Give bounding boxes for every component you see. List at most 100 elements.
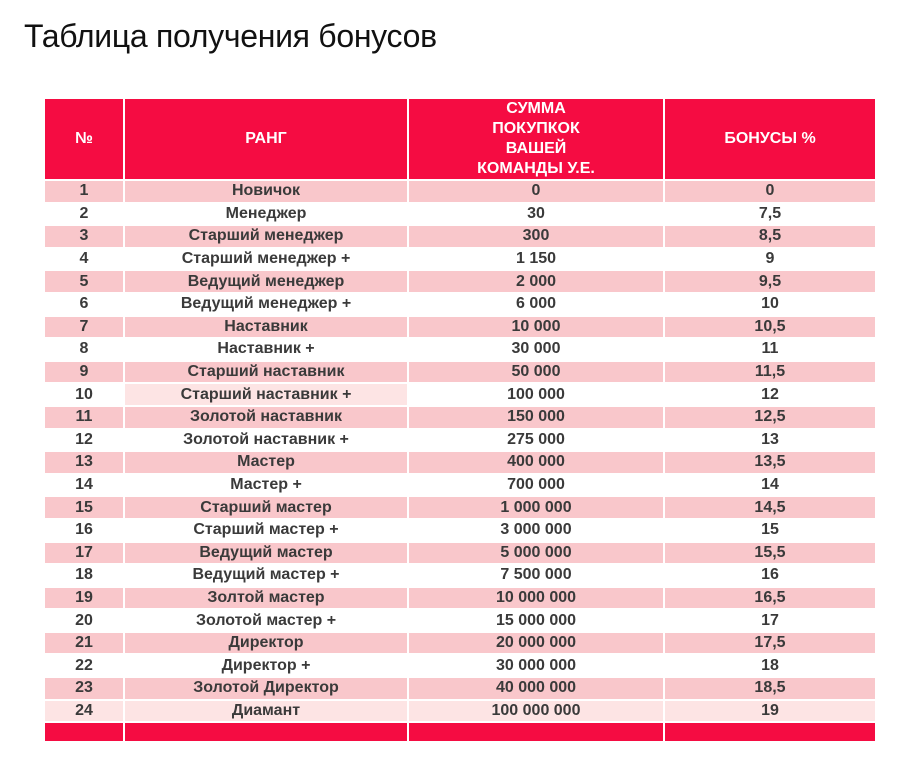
row-bonus-percent: 19 <box>663 698 877 724</box>
row-rank: Золотой наставник + <box>123 427 409 453</box>
row-bonus-percent: 9 <box>663 246 877 272</box>
header-bonus-percent: БОНУСЫ % <box>663 97 877 181</box>
row-bonus-percent: 12,5 <box>663 404 877 430</box>
footer-cell <box>43 721 125 744</box>
row-rank: Золотой мастер + <box>123 608 409 633</box>
row-bonus-percent: 10,5 <box>663 314 877 340</box>
table-header-row: № РАНГ СУММА ПОКУПКОК ВАШЕЙ КОМАНДЫ У.Е.… <box>43 97 877 181</box>
row-team-purchases: 30 000 <box>407 337 665 362</box>
row-rank: Старший менеджер + <box>123 246 409 272</box>
table-row: 18 Ведущий мастер +7 500 000 16 <box>43 563 877 588</box>
row-bonus-percent: 7,5 <box>663 201 877 227</box>
row-number: 18 <box>43 563 125 588</box>
table-row: 19 Золтой мастер 10 000 000 16,5 <box>43 585 877 611</box>
table-row: 10 Старший наставник +100 000 12 <box>43 382 877 407</box>
row-bonus-percent: 11 <box>663 337 877 362</box>
row-bonus-percent: 18 <box>663 653 877 679</box>
row-rank: Директор <box>123 630 409 656</box>
row-rank: Менеджер <box>123 201 409 227</box>
row-rank: Золотой наставник <box>123 404 409 430</box>
row-team-purchases: 30 000 000 <box>407 653 665 679</box>
row-bonus-percent: 15 <box>663 517 877 543</box>
row-number: 22 <box>43 653 125 679</box>
row-number: 2 <box>43 201 125 227</box>
row-number: 13 <box>43 450 125 475</box>
row-team-purchases: 1 000 000 <box>407 495 665 520</box>
row-team-purchases: 1 150 <box>407 246 665 272</box>
row-bonus-percent: 17 <box>663 608 877 633</box>
row-rank: Наставник <box>123 314 409 340</box>
row-rank: Старший менеджер <box>123 224 409 249</box>
table-row: 2 Менеджер 30 7,5 <box>43 201 877 227</box>
table-row: 15 Старший мастер 1 000 000 14,5 <box>43 495 877 520</box>
row-rank: Старший наставник + <box>123 382 409 407</box>
row-team-purchases: 10 000 000 <box>407 585 665 611</box>
header-rank: РАНГ <box>123 97 409 181</box>
row-rank: Старший мастер + <box>123 517 409 543</box>
row-bonus-percent: 16,5 <box>663 585 877 611</box>
row-rank: Ведущий мастер <box>123 540 409 566</box>
row-bonus-percent: 16 <box>663 563 877 588</box>
row-bonus-percent: 13,5 <box>663 450 877 475</box>
row-team-purchases: 40 000 000 <box>407 676 665 701</box>
row-bonus-percent: 10 <box>663 291 877 317</box>
row-team-purchases: 20 000 000 <box>407 630 665 656</box>
row-number: 14 <box>43 472 125 498</box>
row-rank: Ведущий менеджер <box>123 269 409 294</box>
table-row: 5 Ведущий менеджер 2 000 9,5 <box>43 269 877 294</box>
table-row: 21 Директор 20 000 000 17,5 <box>43 630 877 656</box>
row-number: 4 <box>43 246 125 272</box>
row-number: 15 <box>43 495 125 520</box>
table-row: 23 Золотой Директор 40 000 000 18,5 <box>43 676 877 701</box>
row-rank: Золтой мастер <box>123 585 409 611</box>
table-row: 24 Диамант 100 000 000 19 <box>43 698 877 724</box>
row-team-purchases: 3 000 000 <box>407 517 665 543</box>
row-number: 8 <box>43 337 125 362</box>
row-team-purchases: 150 000 <box>407 404 665 430</box>
row-number: 9 <box>43 359 125 385</box>
row-team-purchases: 2 000 <box>407 269 665 294</box>
row-team-purchases: 15 000 000 <box>407 608 665 633</box>
page-title: Таблица получения бонусов <box>24 18 437 54</box>
table-row: 4 Старший менеджер +1 150 9 <box>43 246 877 272</box>
row-number: 24 <box>43 698 125 724</box>
row-number: 21 <box>43 630 125 656</box>
row-bonus-percent: 9,5 <box>663 269 877 294</box>
header-team-purchases: СУММА ПОКУПКОК ВАШЕЙ КОМАНДЫ У.Е. <box>407 97 665 181</box>
row-rank: Наставник + <box>123 337 409 362</box>
row-team-purchases: 0 <box>407 179 665 204</box>
row-bonus-percent: 14 <box>663 472 877 498</box>
table-row: 20 Золотой мастер +15 000 000 17 <box>43 608 877 633</box>
row-bonus-percent: 14,5 <box>663 495 877 520</box>
row-rank: Золотой Директор <box>123 676 409 701</box>
row-team-purchases: 100 000 <box>407 382 665 407</box>
footer-cell <box>407 721 665 744</box>
row-number: 19 <box>43 585 125 611</box>
table-row: 9 Старший наставник 50 000 11,5 <box>43 359 877 385</box>
table-row: 13 Мастер 400 000 13,5 <box>43 450 877 475</box>
row-team-purchases: 5 000 000 <box>407 540 665 566</box>
row-team-purchases: 400 000 <box>407 450 665 475</box>
table-footer-row <box>43 721 877 744</box>
row-team-purchases: 300 <box>407 224 665 249</box>
row-number: 23 <box>43 676 125 701</box>
footer-cell <box>663 721 877 744</box>
table-row: 22 Директор +30 000 000 18 <box>43 653 877 679</box>
row-number: 16 <box>43 517 125 543</box>
row-rank: Старший мастер <box>123 495 409 520</box>
row-team-purchases: 100 000 000 <box>407 698 665 724</box>
row-rank: Ведущий мастер + <box>123 563 409 588</box>
row-number: 5 <box>43 269 125 294</box>
row-team-purchases: 30 <box>407 201 665 227</box>
row-bonus-percent: 12 <box>663 382 877 407</box>
row-number: 17 <box>43 540 125 566</box>
table-row: 17 Ведущий мастер 5 000 000 15,5 <box>43 540 877 566</box>
table-row: 6 Ведущий менеджер +6 000 10 <box>43 291 877 317</box>
table-row: 3 Старший менеджер 300 8,5 <box>43 224 877 249</box>
row-team-purchases: 6 000 <box>407 291 665 317</box>
row-rank: Диамант <box>123 698 409 724</box>
row-number: 11 <box>43 404 125 430</box>
row-team-purchases: 700 000 <box>407 472 665 498</box>
row-number: 12 <box>43 427 125 453</box>
row-team-purchases: 50 000 <box>407 359 665 385</box>
